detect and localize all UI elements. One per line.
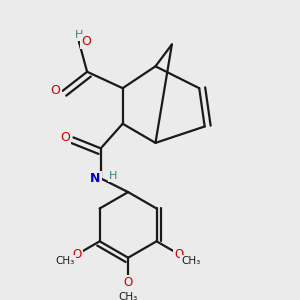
Text: CH₃: CH₃ bbox=[118, 292, 138, 300]
Text: O: O bbox=[60, 131, 70, 144]
Text: O: O bbox=[51, 84, 61, 98]
Text: H: H bbox=[109, 171, 117, 181]
Text: H: H bbox=[75, 30, 83, 40]
Text: N: N bbox=[90, 172, 101, 185]
Text: O: O bbox=[174, 248, 184, 261]
Text: O: O bbox=[81, 35, 91, 48]
Text: O: O bbox=[73, 248, 82, 261]
Text: CH₃: CH₃ bbox=[181, 256, 200, 266]
Text: O: O bbox=[124, 276, 133, 289]
Text: CH₃: CH₃ bbox=[56, 256, 75, 266]
